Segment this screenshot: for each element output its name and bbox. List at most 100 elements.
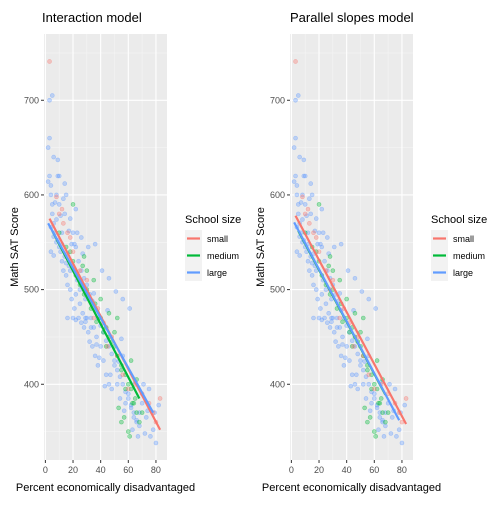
data-point-medium (377, 400, 383, 406)
x-tick-label: 60 (369, 465, 379, 475)
data-point-medium (369, 386, 374, 392)
data-point-large (377, 415, 383, 420)
data-point-large (392, 386, 398, 392)
data-point-large (88, 315, 94, 321)
data-point-large (94, 342, 99, 347)
data-point-small (120, 372, 126, 378)
data-point-large (318, 241, 323, 247)
data-point-large (109, 351, 115, 357)
y-axis-label: Math SAT Score (9, 207, 21, 287)
data-point-large (91, 291, 97, 296)
data-point-medium (112, 329, 117, 335)
data-point-large (80, 310, 85, 316)
data-point-medium (103, 344, 109, 349)
legend-title: School size (431, 214, 487, 226)
data-point-medium (372, 381, 377, 387)
data-point-medium (330, 268, 336, 273)
data-point-large (301, 173, 307, 179)
data-point-large (326, 251, 331, 256)
x-axis-label: Percent economically disadvantaged (16, 482, 195, 494)
data-point-large (79, 320, 84, 326)
data-point-large (365, 336, 370, 342)
data-point-large (338, 241, 344, 247)
data-point-large (311, 282, 316, 288)
data-point-large (85, 244, 91, 250)
data-point-large (315, 241, 320, 247)
data-point-large (399, 440, 405, 446)
data-point-small (337, 315, 343, 321)
data-point-medium (383, 419, 388, 425)
data-point-large (369, 389, 374, 395)
y-axis-label: Math SAT Score (255, 207, 267, 287)
data-point-large (83, 315, 88, 321)
data-point-large (322, 258, 327, 264)
data-point-medium (376, 400, 381, 406)
data-point-large (156, 402, 162, 408)
data-point-large (320, 230, 326, 236)
x-axis-label: Percent economically disadvantaged (262, 482, 441, 494)
data-point-small (316, 249, 322, 255)
data-point-large (105, 308, 110, 313)
data-point-large (72, 306, 77, 311)
data-point-medium (380, 410, 385, 415)
data-point-large (309, 260, 315, 266)
data-point-large (80, 251, 85, 256)
fit-line-small (294, 215, 408, 425)
data-point-small (313, 235, 319, 240)
data-point-medium (98, 296, 103, 302)
data-point-large (331, 329, 337, 335)
data-point-large (137, 423, 142, 429)
data-point-large (369, 400, 374, 406)
data-point-large (307, 268, 312, 273)
data-point-large (295, 211, 301, 217)
data-point-large (134, 419, 139, 425)
data-point-large (309, 192, 315, 198)
data-point-large (316, 230, 322, 236)
data-point-large (127, 306, 132, 311)
data-point-large (402, 402, 408, 408)
data-point-medium (360, 315, 366, 321)
data-point-large (338, 353, 344, 359)
data-point-large (293, 97, 298, 103)
data-point-large (316, 315, 322, 321)
data-point-large (352, 344, 358, 349)
x-tick-label: 60 (123, 465, 133, 475)
data-point-large (323, 287, 329, 292)
data-point-large (102, 383, 108, 389)
data-point-large (101, 358, 106, 363)
data-point-large (62, 211, 68, 217)
data-point-medium (316, 202, 322, 207)
data-point-large (48, 249, 54, 255)
data-point-large (65, 282, 70, 288)
data-point-large (319, 244, 325, 250)
data-point-small (105, 344, 110, 349)
data-point-large (313, 287, 319, 292)
chart-panel-1: 0 20 40 60 80 400 500 600 700 Interaction model Pe… (9, 10, 241, 494)
data-point-large (76, 315, 81, 321)
legend: School size small medium large (431, 214, 487, 281)
data-point-small (302, 211, 308, 217)
y-tick-label: 700 (24, 95, 39, 105)
data-point-large (301, 157, 307, 163)
data-point-large (77, 301, 83, 307)
data-point-large (298, 200, 304, 205)
data-point-large (294, 192, 300, 198)
data-point-large (54, 192, 59, 198)
data-point-large (85, 329, 91, 335)
data-point-medium (116, 405, 121, 411)
data-point-small (59, 206, 65, 212)
data-point-large (48, 183, 54, 188)
legend-label-small: small (207, 234, 228, 244)
data-point-large (148, 434, 153, 439)
data-point-large (355, 351, 361, 357)
data-point-large (120, 296, 126, 302)
data-point-large (329, 319, 334, 325)
data-point-large (315, 296, 320, 302)
data-point-large (130, 427, 135, 433)
data-point-medium (373, 434, 378, 439)
data-point-large (108, 372, 113, 378)
data-point-small (293, 59, 298, 64)
data-point-large (294, 183, 300, 188)
data-point-large (128, 405, 134, 411)
